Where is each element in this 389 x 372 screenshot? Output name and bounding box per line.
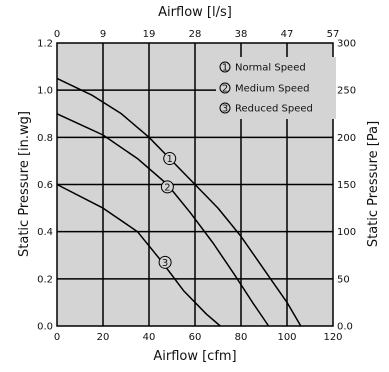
left-tick-label: 0.6: [37, 180, 53, 191]
bottom-tick-label: 20: [97, 332, 110, 343]
right-tick-label: 100: [337, 227, 356, 238]
series-marker-number: 1: [167, 154, 173, 165]
top-tick-label: 19: [143, 29, 156, 40]
legend-label: Reduced Speed: [235, 104, 313, 115]
left-tick-label: 1.0: [37, 86, 53, 97]
legend: 1 Normal Speed 2 Medium Speed 3 Reduced …: [216, 57, 336, 119]
top-axis-title: Airflow [l/s]: [158, 5, 232, 20]
top-tick-label: 0: [54, 29, 60, 40]
series-marker-number: 2: [164, 182, 170, 193]
legend-marker-number: 1: [222, 63, 228, 74]
left-tick-label: 0.8: [37, 133, 53, 144]
left-axis-title: Static Pressure [in.wg]: [17, 111, 32, 257]
right-axis-title: Static Pressure [Pa]: [366, 121, 381, 247]
bottom-axis-title: Airflow [cfm]: [153, 349, 236, 364]
right-tick-label: 50: [337, 274, 350, 285]
bottom-axis-ticks: 0 20 40 60 80 100 120: [54, 332, 343, 343]
bottom-tick-label: 0: [54, 332, 60, 343]
bottom-tick-label: 40: [143, 332, 156, 343]
legend-label: Normal Speed: [235, 63, 306, 74]
legend-marker-number: 3: [222, 104, 228, 115]
right-tick-label: 250: [337, 86, 356, 97]
legend-marker-number: 2: [222, 84, 228, 95]
series-marker-number: 3: [162, 258, 168, 269]
right-axis-ticks: 0.0 50 100 150 200 250 300: [337, 39, 356, 333]
top-tick-label: 28: [189, 29, 202, 40]
legend-label: Medium Speed: [235, 84, 310, 95]
bottom-tick-label: 100: [277, 332, 296, 343]
bottom-tick-label: 80: [235, 332, 248, 343]
left-axis-ticks: 0.0 0.2 0.4 0.6 0.8 1.0 1.2: [37, 39, 53, 333]
right-tick-label: 0.0: [337, 322, 353, 333]
bottom-tick-label: 60: [189, 332, 202, 343]
top-tick-label: 47: [281, 29, 294, 40]
top-tick-label: 38: [235, 29, 248, 40]
right-tick-label: 300: [337, 39, 356, 50]
top-axis-ticks: 0 9 19 28 38 47 57: [54, 29, 340, 40]
bottom-tick-label: 120: [323, 332, 342, 343]
left-tick-label: 0.4: [37, 227, 53, 238]
right-tick-label: 150: [337, 180, 356, 191]
left-tick-label: 1.2: [37, 39, 53, 50]
right-tick-label: 200: [337, 133, 356, 144]
left-tick-label: 0.0: [37, 322, 53, 333]
left-tick-label: 0.2: [37, 274, 53, 285]
top-tick-label: 9: [100, 29, 106, 40]
